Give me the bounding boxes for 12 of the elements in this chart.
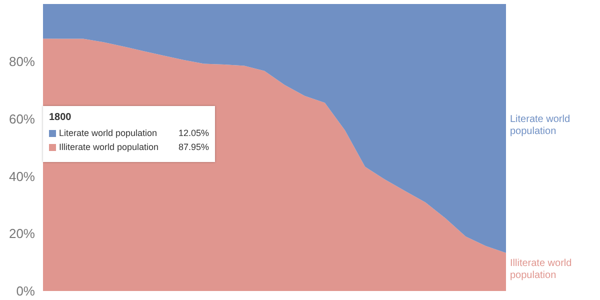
y-tick-label: 80% bbox=[8, 54, 36, 70]
annotation: 87.95% bbox=[178, 142, 209, 152]
annotation: 1800 bbox=[49, 112, 72, 123]
series-label: Literate world population bbox=[510, 114, 572, 138]
annotation: 12.05% bbox=[178, 128, 209, 138]
annotation: Literate world population bbox=[59, 128, 158, 138]
y-tick-label: 40% bbox=[8, 168, 36, 184]
annotation: Illiterate world population bbox=[59, 142, 160, 152]
series-label: Illiterate world population bbox=[510, 258, 573, 282]
y-tick-label: 60% bbox=[8, 111, 36, 126]
y-tick-label: 20% bbox=[8, 226, 36, 242]
y-tick-label: 0% bbox=[16, 284, 36, 299]
